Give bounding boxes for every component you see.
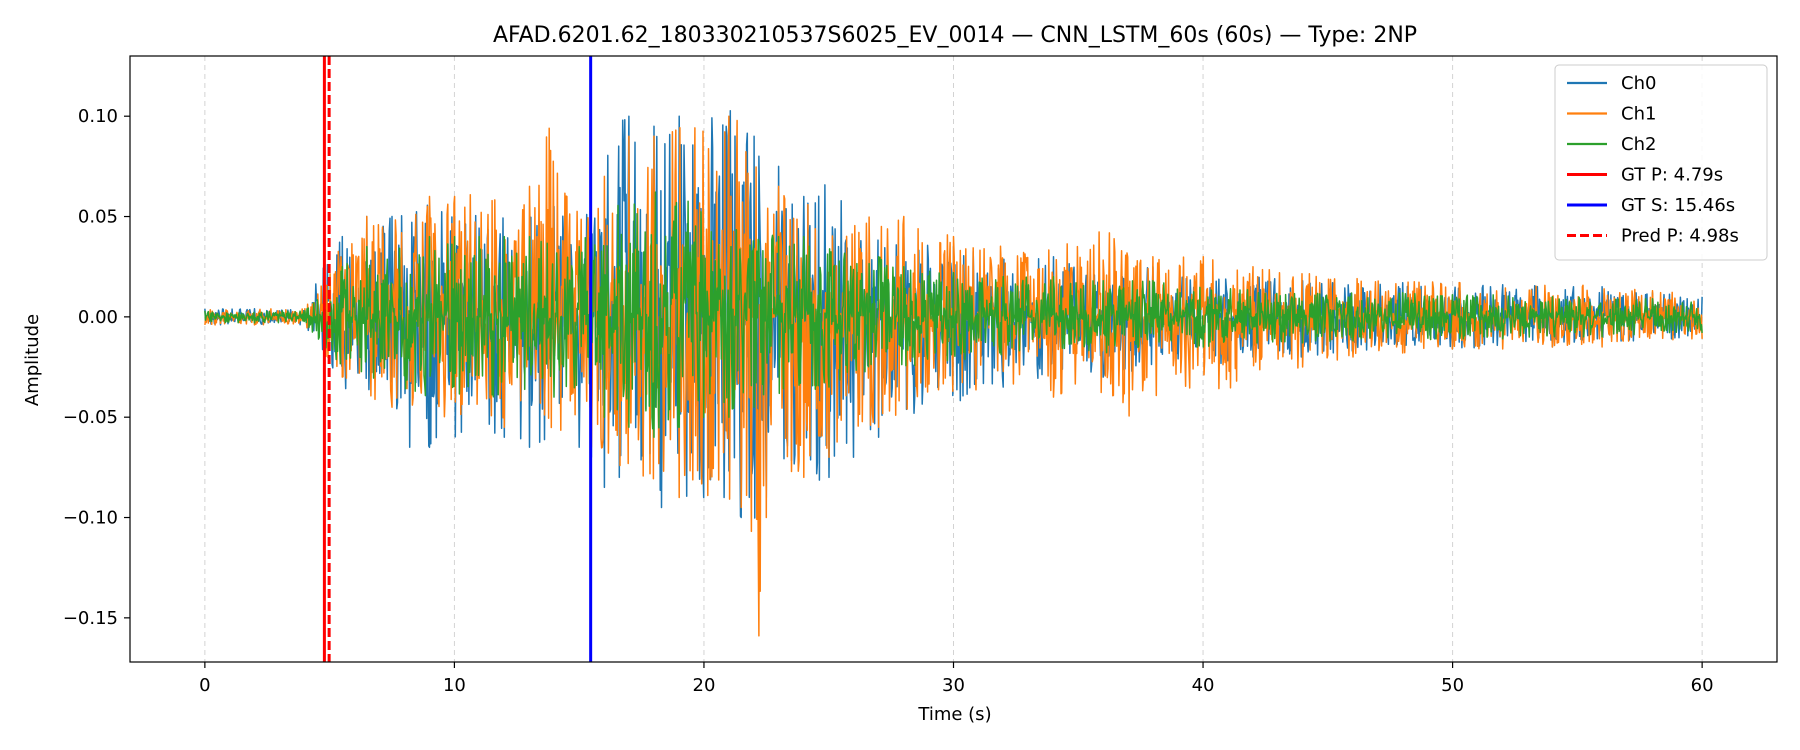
chart-title: AFAD.6201.62_180330210537S6025_EV_0014 —…: [493, 23, 1417, 48]
y-tick-label: 0.10: [78, 106, 118, 127]
legend-label-pred-p: Pred P: 4.98s: [1621, 226, 1739, 247]
x-tick-label: 10: [443, 675, 466, 696]
x-tick-label: 40: [1192, 675, 1215, 696]
x-axis-ticks: 0 10 20 30 40 50 60: [199, 662, 1714, 696]
series-layer: [204, 110, 1703, 637]
x-tick-label: 0: [199, 675, 210, 696]
y-axis-label: Amplitude: [22, 314, 43, 406]
legend: Ch0 Ch1 Ch2 GT P: 4.79s GT S: 15.46s Pred P: …: [1554, 64, 1768, 261]
x-tick-label: 20: [693, 675, 716, 696]
legend-box: [1554, 64, 1768, 261]
y-tick-label: 0.05: [78, 207, 118, 228]
legend-label-gt-s: GT S: 15.46s: [1621, 195, 1735, 216]
series-line-ch2: [204, 191, 1703, 439]
x-tick-label: 50: [1441, 675, 1464, 696]
plot-area: [204, 56, 1703, 662]
marker-layer: [322, 56, 593, 662]
series-line-ch1: [204, 115, 1703, 637]
y-tick-label: −0.15: [63, 608, 118, 629]
x-axis-label: Time (s): [917, 704, 991, 725]
legend-label-gt-p: GT P: 4.79s: [1621, 165, 1723, 186]
legend-label-ch0: Ch0: [1621, 73, 1656, 94]
legend-label-ch2: Ch2: [1621, 134, 1656, 155]
y-axis-ticks: 0.10 0.05 0.00 −0.05 −0.10 −0.15: [63, 106, 130, 629]
x-tick-label: 30: [942, 675, 965, 696]
y-tick-label: 0.00: [78, 307, 118, 328]
legend-label-ch1: Ch1: [1621, 104, 1656, 125]
x-tick-label: 60: [1691, 675, 1714, 696]
y-tick-label: −0.05: [63, 407, 118, 428]
y-tick-label: −0.10: [63, 508, 118, 529]
